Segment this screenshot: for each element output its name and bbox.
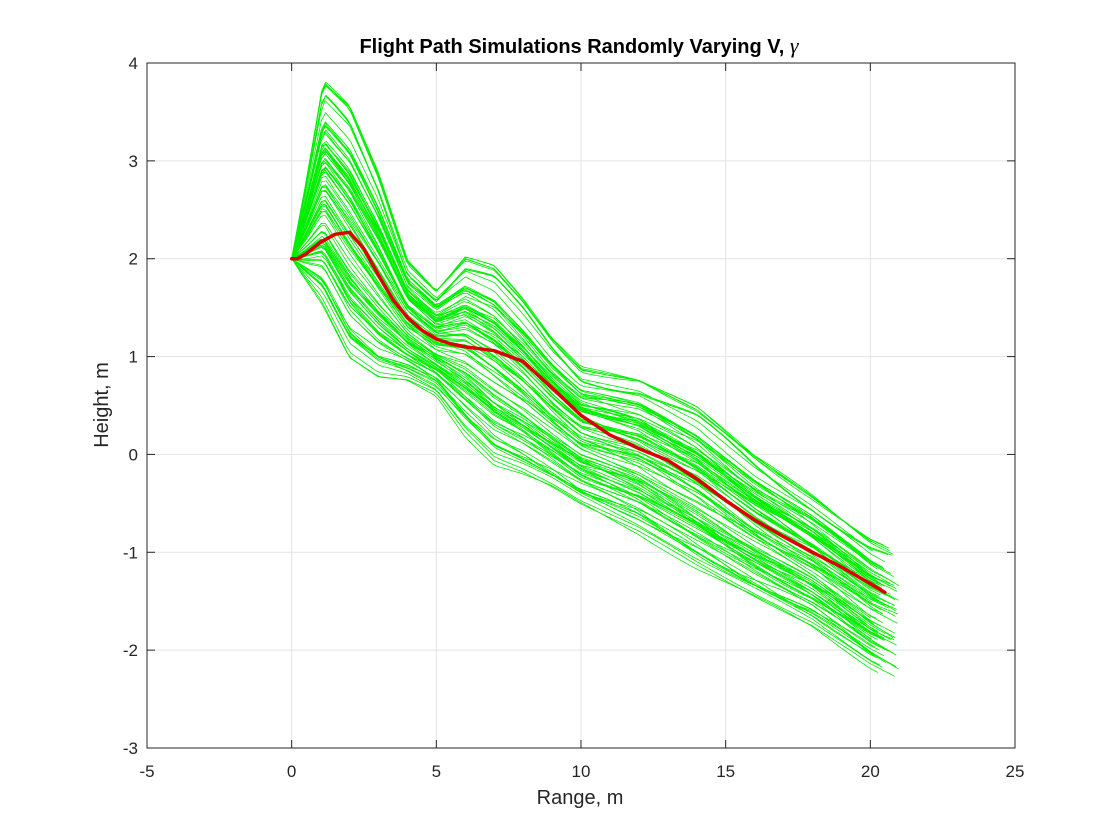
simulation-path <box>291 246 881 639</box>
x-tick-label: 25 <box>1006 762 1025 781</box>
simulation-path <box>291 242 879 635</box>
simulation-path <box>291 175 891 598</box>
simulation-path <box>291 143 877 581</box>
nominal-path <box>289 230 887 595</box>
simulation-path <box>291 214 877 619</box>
x-tick-label: 20 <box>861 762 880 781</box>
simulation-path <box>291 208 898 624</box>
simulation-path <box>291 250 897 646</box>
simulation-path <box>291 124 881 567</box>
simulation-path <box>291 258 887 663</box>
simulation-path <box>291 143 895 583</box>
simulation-path <box>291 125 894 577</box>
simulation-path <box>291 251 878 640</box>
simulation-path <box>291 252 885 639</box>
x-tick-label: 15 <box>716 762 735 781</box>
simulation-path <box>291 151 898 592</box>
simulation-path <box>291 130 883 569</box>
simulation-path <box>291 129 892 574</box>
simulation-path <box>291 258 883 668</box>
y-tick-label: -3 <box>123 739 138 758</box>
simulation-path <box>291 162 899 601</box>
simulation-path <box>291 153 883 585</box>
nominal-path-line <box>289 230 887 595</box>
y-tick-label: 0 <box>129 445 138 464</box>
simulation-path <box>291 258 879 657</box>
simulation-path <box>291 121 885 570</box>
x-tick-label: 5 <box>432 762 441 781</box>
gamma-symbol: γ <box>790 33 800 58</box>
simulation-path <box>291 211 883 615</box>
y-tick-label: 1 <box>129 348 138 367</box>
simulation-path <box>291 241 894 639</box>
simulation-path <box>291 231 874 625</box>
simulation-path <box>291 99 873 552</box>
simulation-path <box>291 244 892 641</box>
y-tick-label: 2 <box>129 250 138 269</box>
simulation-path <box>291 84 894 555</box>
simulation-path <box>291 184 886 605</box>
simulation-path <box>291 81 890 549</box>
simulation-path <box>291 258 899 670</box>
y-tick-label: -2 <box>123 641 138 660</box>
simulation-path <box>291 189 889 609</box>
simulation-path <box>291 111 885 563</box>
simulation-path <box>291 245 886 641</box>
y-tick-label: 4 <box>129 54 138 73</box>
simulation-path <box>291 252 885 641</box>
x-axis-label: Range, m <box>537 787 624 809</box>
x-tick-label: 10 <box>572 762 591 781</box>
simulation-path <box>291 83 885 546</box>
simulation-paths <box>291 81 900 677</box>
simulation-path <box>291 95 884 553</box>
simulation-path <box>291 167 887 596</box>
simulation-path <box>291 205 883 614</box>
x-axis-ticks: -5 0 5 10 15 20 25 <box>139 63 1024 781</box>
y-axis-label: Height, m <box>91 362 113 448</box>
x-tick-label: 0 <box>287 762 296 781</box>
simulation-path <box>291 239 886 635</box>
simulation-path <box>291 258 880 666</box>
simulation-path <box>291 258 872 640</box>
simulation-path <box>291 230 896 638</box>
y-tick-label: 3 <box>129 152 138 171</box>
chart-title: Flight Path Simulations Randomly Varying… <box>359 33 799 58</box>
y-axis-ticks: -3 -2 -1 0 1 2 3 4 <box>123 54 1015 758</box>
simulation-path <box>291 235 895 641</box>
y-tick-label: -1 <box>123 543 138 562</box>
x-tick-label: -5 <box>139 762 154 781</box>
simulation-path <box>291 190 899 615</box>
simulation-path <box>291 241 879 633</box>
simulation-path <box>291 258 891 652</box>
simulation-path <box>291 258 879 673</box>
simulation-path <box>291 258 875 648</box>
simulation-path <box>291 157 879 584</box>
plot-area: -5 0 5 10 15 20 25 -3 -2 -1 0 1 2 3 4 <box>123 54 1025 781</box>
